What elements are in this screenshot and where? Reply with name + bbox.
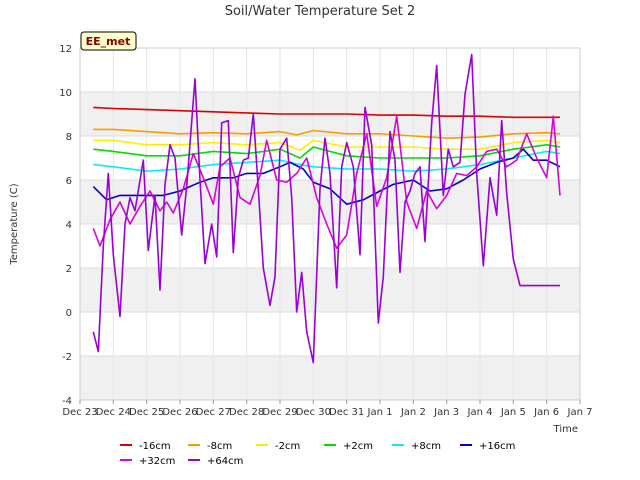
y-tick-label: 0: [66, 308, 72, 319]
station-badge: EE_met: [80, 31, 137, 51]
y-tick-label: -4: [62, 396, 72, 407]
legend-label: +16cm: [479, 441, 515, 452]
x-tick-label: Jan 7: [567, 407, 593, 418]
x-tick-label: Dec 29: [262, 407, 297, 418]
x-tick-label: Dec 31: [329, 407, 364, 418]
legend-label: +64cm: [207, 456, 243, 467]
legend: -16cm -8cm -2cm +2cm +8cm +16cm +32cm +64cm: [120, 441, 515, 467]
x-tick-label: Dec 25: [129, 407, 164, 418]
y-tick-label: 8: [66, 132, 72, 143]
plot-band: [80, 268, 580, 312]
y-tick-labels: -4 -2 0 2 4 6 8 10 12: [59, 44, 72, 407]
legend-label: -16cm: [139, 441, 171, 452]
series-line-32cm: [92, 115, 561, 249]
x-tick-label: Jan 6: [533, 407, 559, 418]
x-axis-label: Time: [553, 424, 578, 435]
series-line-64cm: [92, 53, 560, 364]
plot-band: [80, 356, 580, 400]
y-tick-label: 6: [66, 176, 72, 187]
x-tick-label: Jan 1: [367, 407, 393, 418]
series-line-16cm: [93, 106, 560, 119]
y-tick-label: 4: [66, 220, 72, 231]
y-axis-label: Temperature (C): [9, 183, 20, 265]
x-tick-label: Jan 4: [467, 407, 493, 418]
series-line-8cm: [93, 150, 561, 172]
x-tick-label: Dec 23: [62, 407, 97, 418]
legend-label: +32cm: [139, 456, 175, 467]
y-tick-label: 12: [59, 44, 72, 55]
x-tick-label: Dec 27: [196, 407, 231, 418]
x-tick-label: Dec 26: [162, 407, 197, 418]
x-tick-label: Jan 2: [400, 407, 426, 418]
y-tick-label: 10: [59, 88, 72, 99]
legend-label: -8cm: [207, 441, 232, 452]
x-tick-label: Dec 24: [96, 407, 131, 418]
series-lines: [92, 53, 561, 364]
series-line-8cm: [93, 128, 561, 139]
plot-bands: [80, 92, 580, 400]
series-line-2cm: [93, 139, 561, 152]
plot-frame: [79, 47, 581, 401]
chart-title: Soil/Water Temperature Set 2: [225, 4, 416, 19]
x-tick-label: Dec 28: [229, 407, 264, 418]
y-tick-label: 2: [66, 264, 72, 275]
x-tick-label: Dec 30: [296, 407, 331, 418]
legend-label: +2cm: [343, 441, 373, 452]
x-tick-label: Jan 3: [433, 407, 459, 418]
legend-label: -2cm: [275, 441, 300, 452]
series-line-16cm: [92, 148, 561, 205]
station-badge-text: EE_met: [86, 35, 131, 48]
x-tick-label: Jan 5: [500, 407, 526, 418]
legend-label: +8cm: [411, 441, 441, 452]
y-tick-label: -2: [62, 352, 72, 363]
